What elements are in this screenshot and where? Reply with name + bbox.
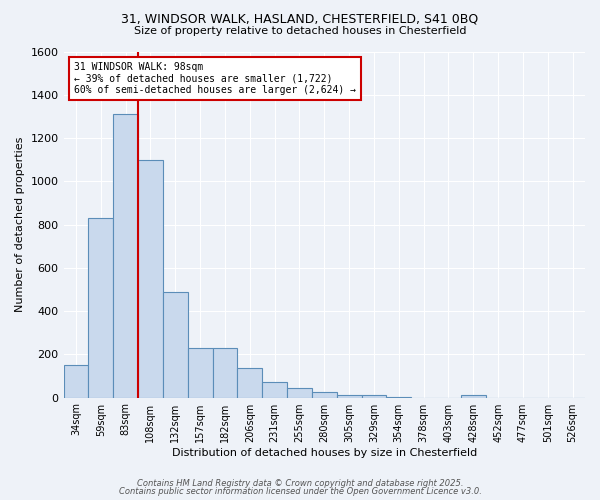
Bar: [163, 292, 188, 398]
Bar: [88, 218, 113, 398]
Y-axis label: Number of detached properties: Number of detached properties: [15, 137, 25, 312]
Bar: [64, 365, 88, 398]
X-axis label: Distribution of detached houses by size in Chesterfield: Distribution of detached houses by size …: [172, 448, 477, 458]
Bar: [113, 114, 138, 398]
Bar: [312, 392, 337, 398]
Text: Contains public sector information licensed under the Open Government Licence v3: Contains public sector information licen…: [119, 487, 481, 496]
Bar: [138, 160, 163, 398]
Bar: [188, 348, 212, 398]
Text: Size of property relative to detached houses in Chesterfield: Size of property relative to detached ho…: [134, 26, 466, 36]
Bar: [461, 395, 485, 398]
Bar: [386, 396, 411, 398]
Bar: [262, 382, 287, 398]
Bar: [337, 395, 362, 398]
Bar: [362, 395, 386, 398]
Text: Contains HM Land Registry data © Crown copyright and database right 2025.: Contains HM Land Registry data © Crown c…: [137, 478, 463, 488]
Bar: [212, 348, 238, 398]
Bar: [238, 368, 262, 398]
Text: 31, WINDSOR WALK, HASLAND, CHESTERFIELD, S41 0BQ: 31, WINDSOR WALK, HASLAND, CHESTERFIELD,…: [121, 12, 479, 26]
Bar: [287, 388, 312, 398]
Text: 31 WINDSOR WALK: 98sqm
← 39% of detached houses are smaller (1,722)
60% of semi-: 31 WINDSOR WALK: 98sqm ← 39% of detached…: [74, 62, 356, 95]
